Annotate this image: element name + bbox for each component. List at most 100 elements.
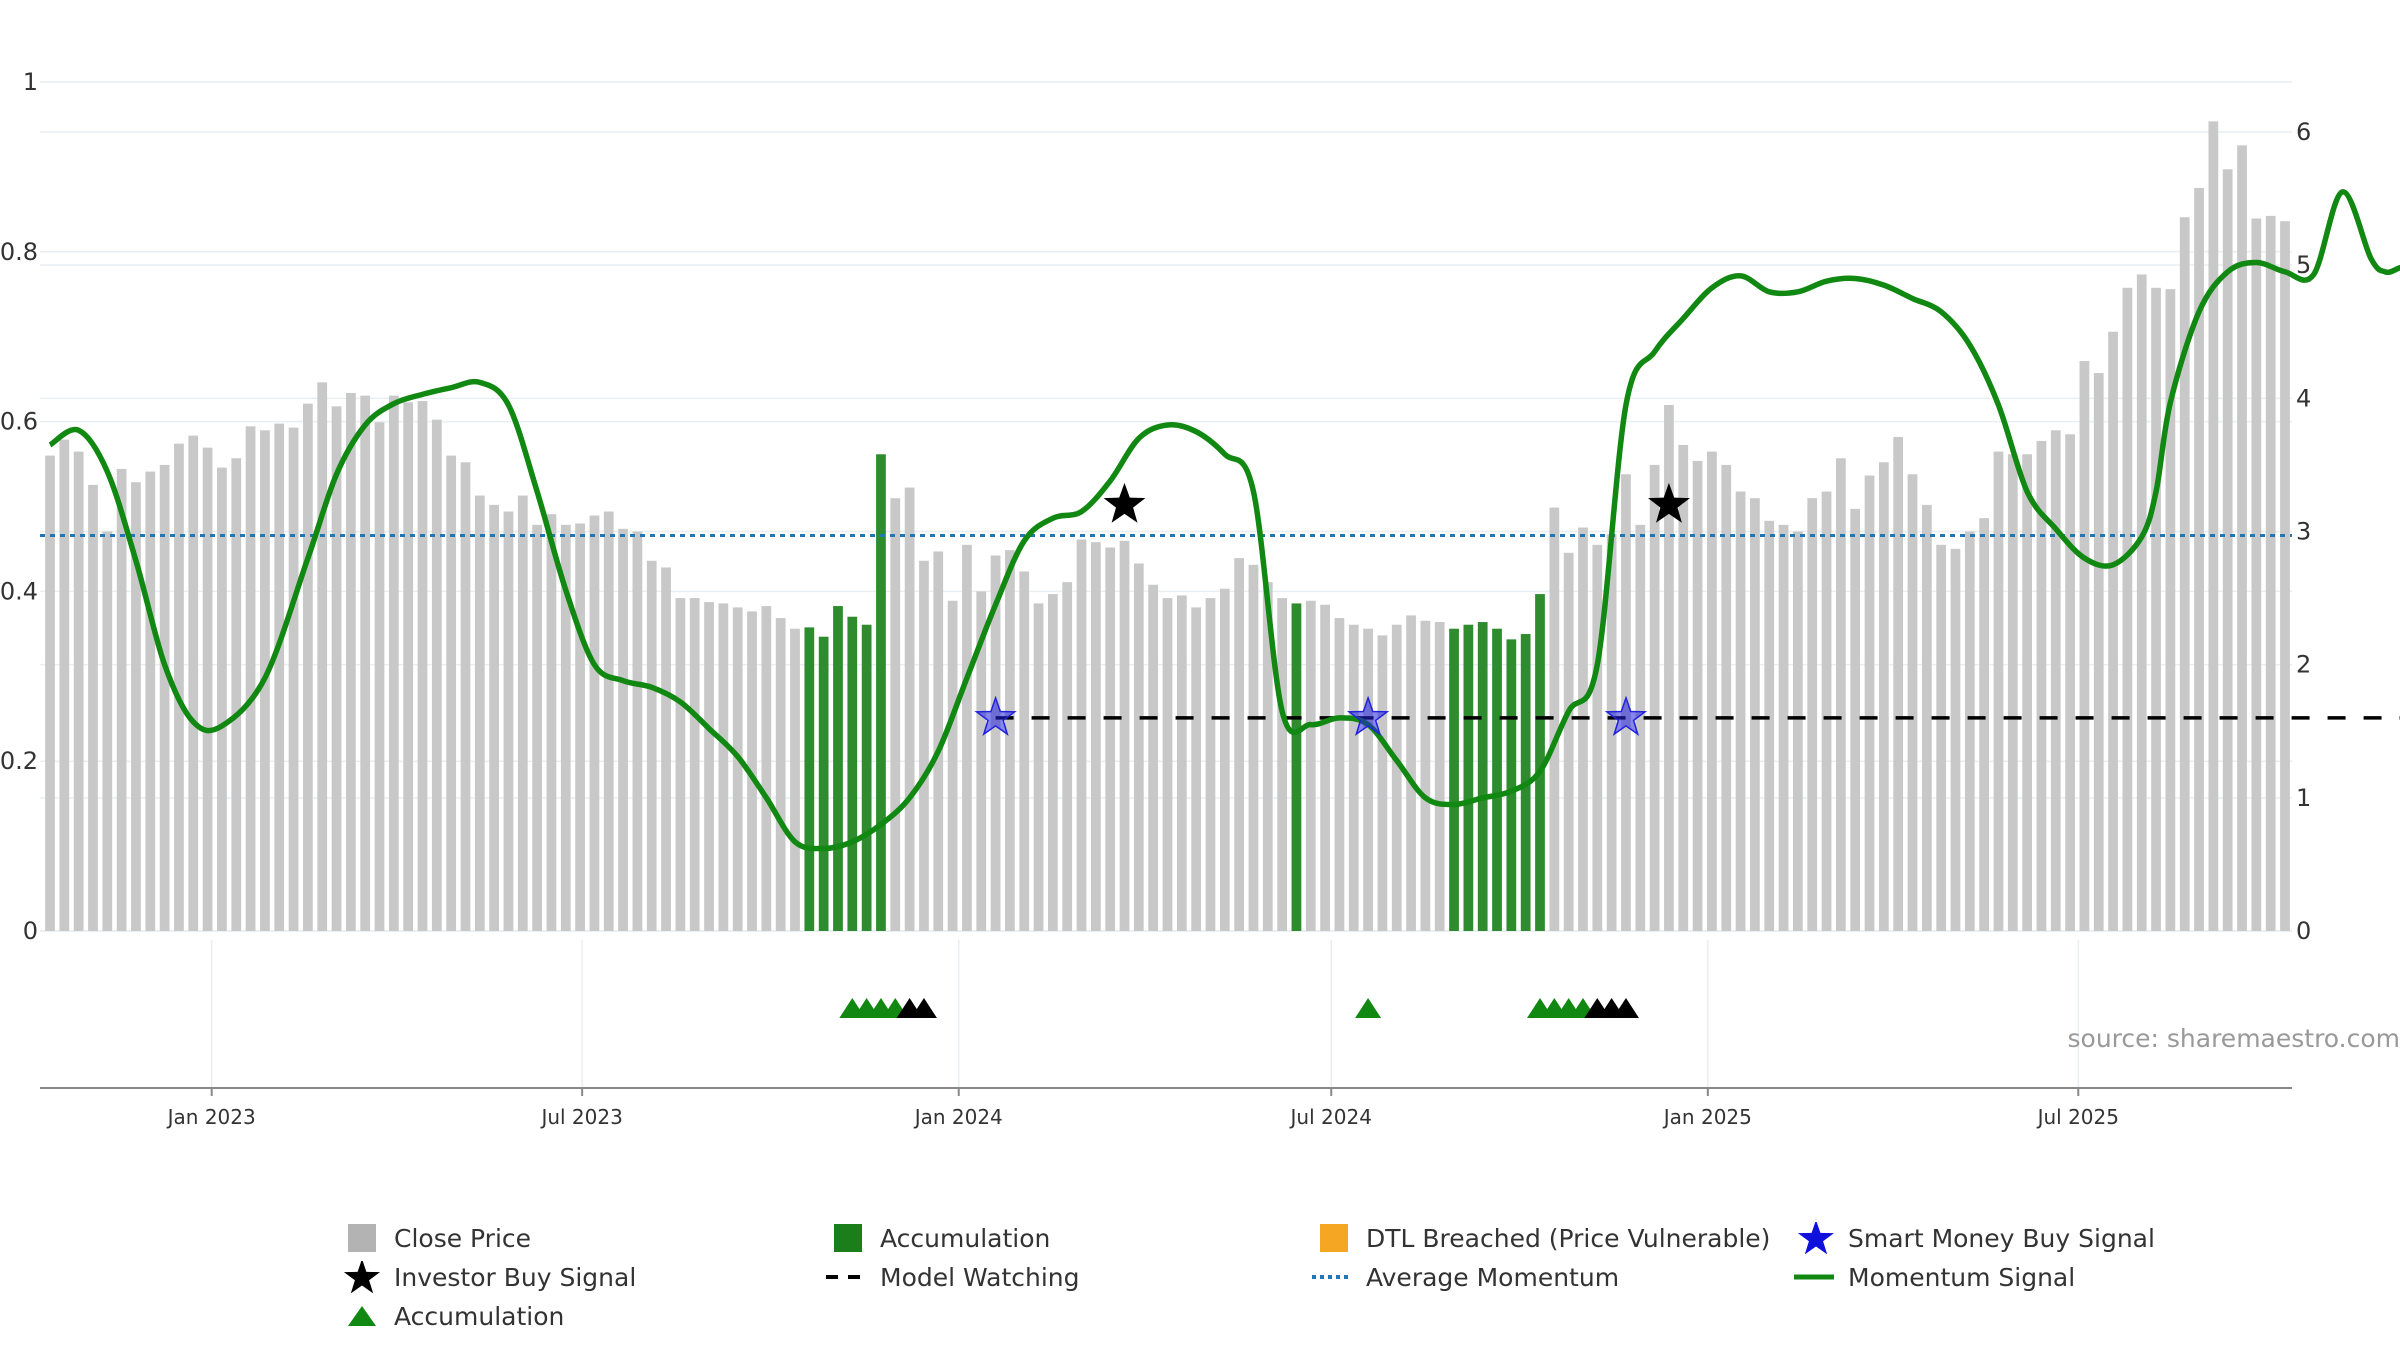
y-right-tick-label: 1 [2296,784,2311,812]
close-price-bar [131,482,141,931]
close-price-bar [990,555,1001,931]
accumulation-bar [861,624,872,931]
accumulation-bar [876,454,886,931]
close-price-bar [1062,582,1073,931]
close-price-bar [1793,531,1803,931]
x-tick-label: Jan 2024 [913,1105,1003,1129]
close-price-bar [1664,404,1674,931]
accumulation-bar [1477,622,1488,931]
close-price-bar [1606,534,1617,931]
close-price-bar [603,511,614,931]
close-price-bar [1721,464,1732,931]
close-price-bar [1219,588,1230,931]
close-price-bar [2036,440,2047,931]
close-price-bar [59,439,70,931]
close-price-bar [661,567,671,931]
close-price-bar [202,447,213,931]
close-price-bar [489,504,500,931]
close-price-bar [1835,458,1846,931]
close-price-bar [303,403,313,931]
close-price-bar [2108,331,2118,931]
close-price-bar [417,400,428,931]
momentum-signal-line [48,189,2400,852]
y-right-tick-label: 0 [2296,917,2311,945]
close-price-bar [1377,635,1388,931]
close-price-bar [646,560,657,931]
y-left-tick-label: 0.4 [0,577,38,605]
close-price-bar [675,598,686,931]
close-price-bar [145,471,156,931]
accumulation-bar [804,627,815,931]
close-price-bar [1979,518,1990,931]
close-price-bar [1420,620,1431,931]
close-price-bar [331,406,342,931]
close-price-bar [790,628,800,931]
x-tick-label: Jan 2023 [166,1105,256,1129]
close-price-bar [933,551,944,931]
close-price-bar [245,426,256,931]
y-right-tick-label: 6 [2296,118,2311,146]
close-price-bar [1850,508,1861,931]
accumulation-bar [833,606,843,931]
close-price-bar [1807,498,1818,931]
close-price-bar [775,618,786,931]
close-price-bar [2122,287,2133,931]
close-price-bar [1578,527,1588,931]
close-price-bar [1878,462,1889,931]
y-right-tick-label: 4 [2296,384,2311,412]
accumulation-bar [818,636,829,931]
close-price-bar [947,600,958,931]
close-price-bar [2007,454,2018,931]
close-price-bar [1234,558,1245,931]
investor-buy-star [1103,482,1146,523]
close-price-bar [1019,571,1030,931]
close-price-bar [460,462,471,931]
close-price-bar [632,531,643,931]
close-price-bar [904,487,915,931]
close-price-bar [2222,169,2233,931]
close-price-bar [1176,595,1187,931]
accumulation-bar [1291,603,1302,931]
close-price-bar [1119,540,1130,931]
close-price-bar [1305,600,1316,931]
close-price-bar [388,395,399,931]
close-price-bar [360,395,371,931]
close-price-bar [1406,615,1416,931]
close-price-bar [1993,451,2004,931]
close-price-bar [747,611,757,931]
x-tick-label: Jul 2024 [1289,1105,1372,1129]
close-price-bar [560,524,571,931]
close-price-bar [1921,504,1932,931]
signal-markers [974,482,1690,736]
close-price-bar [546,514,557,931]
close-price-bar [2136,274,2147,931]
close-price-bar [1205,598,1216,931]
close-price-bar [1692,460,1703,931]
x-tick-label: Jul 2023 [539,1105,622,1129]
close-price-bar [2194,187,2204,931]
close-price-bar [317,382,328,931]
close-price-bar [88,484,98,931]
close-price-bar [2237,145,2247,932]
close-price-bar [431,419,442,931]
smart-money-buy-star [974,695,1017,736]
smart-money-buy-star [1604,695,1648,736]
smart-money-buy-star [1346,695,1390,736]
y-left-tick-label: 0.6 [0,408,38,436]
close-price-bar [2165,289,2176,931]
accumulation-bar [1492,628,1502,931]
close-price-bar [2093,373,2104,931]
close-price-bar [1033,603,1044,931]
close-price-bar [2251,218,2262,931]
close-price-bar [2280,221,2290,931]
close-price-bar [1262,582,1273,931]
close-price-bar [575,523,585,931]
close-price-bar [174,443,184,931]
close-price-bar [1277,598,1287,931]
close-price-bar [188,435,199,931]
close-price-bar [231,458,242,931]
close-price-bar [1363,628,1373,931]
close-price-bar [403,402,414,931]
source-label: source: sharemaestro.com [2067,1024,2400,1053]
